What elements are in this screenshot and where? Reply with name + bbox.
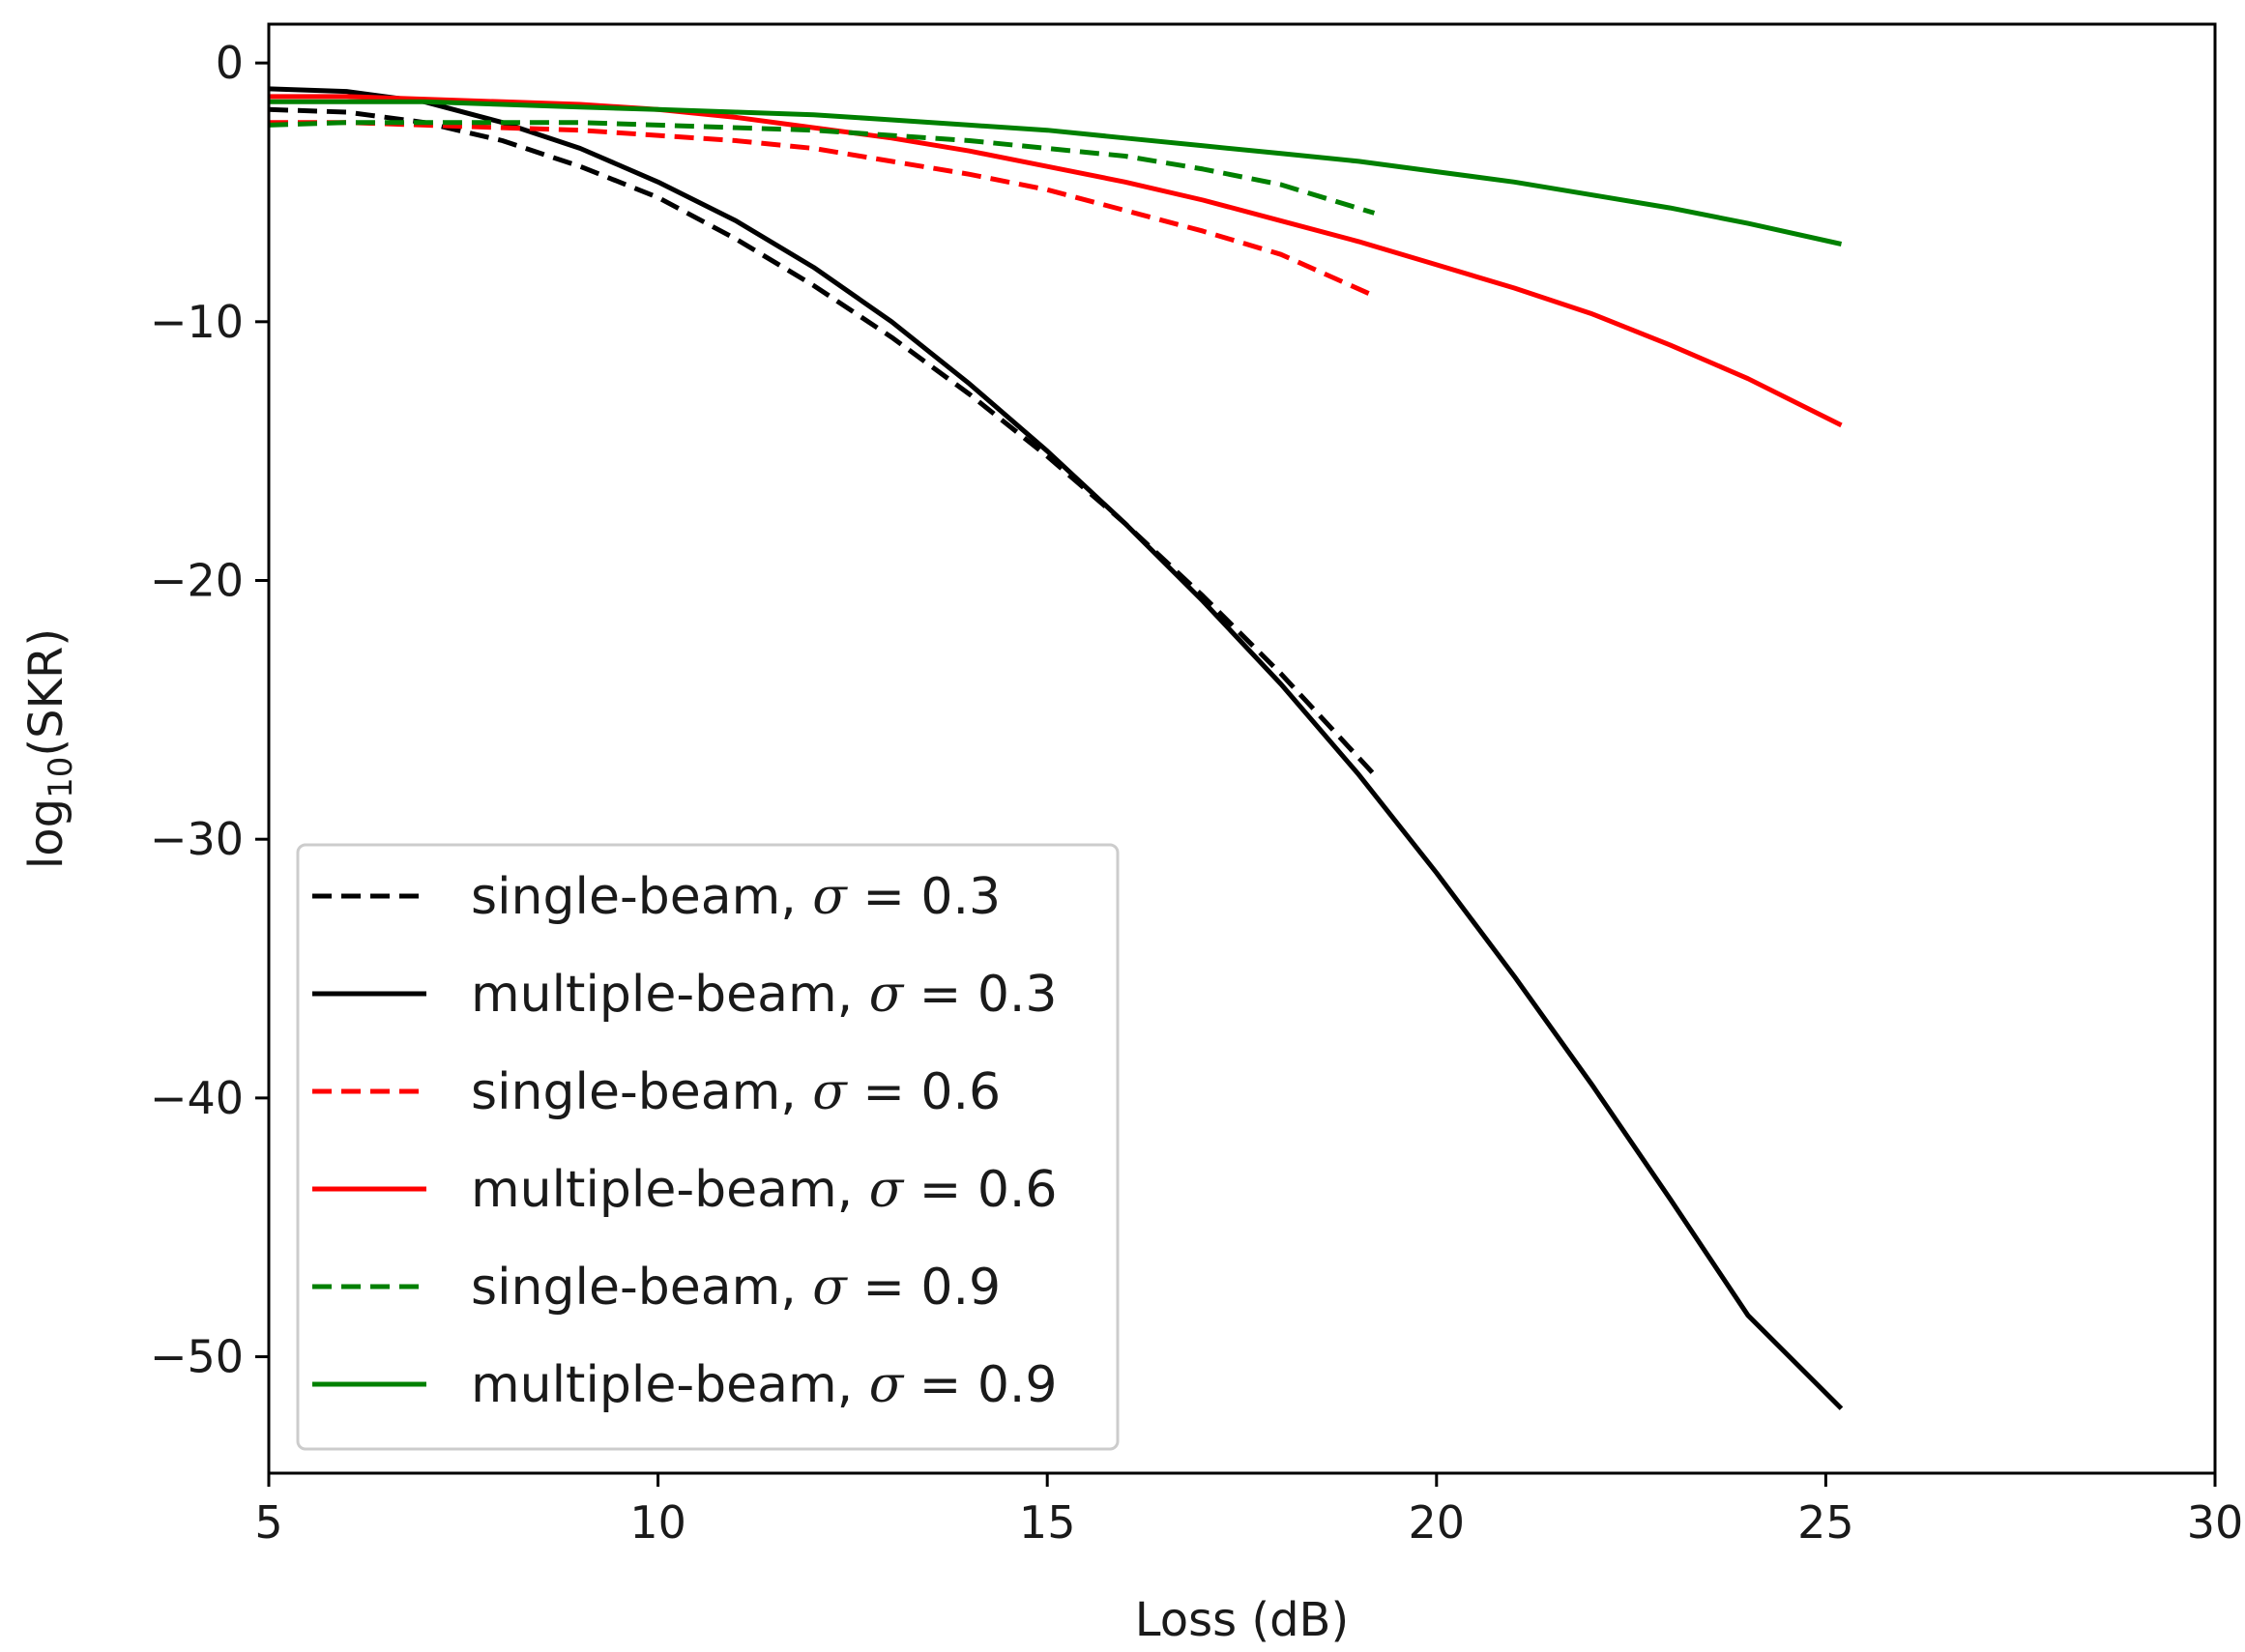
legend: single-beam, σ = 0.3 multiple-beam, σ = 0… — [296, 843, 1120, 1451]
y-tick-label: −20 — [150, 555, 244, 607]
series-line-1 — [268, 106, 1377, 776]
y-tick-label: −10 — [150, 296, 244, 348]
series-layer — [268, 86, 1844, 1410]
legend-items: single-beam, σ = 0.3 multiple-beam, σ = 0… — [312, 868, 1058, 1414]
y-tick-label: −40 — [150, 1072, 244, 1124]
legend-label-5: single-beam, σ = 0.9 — [471, 1259, 1001, 1317]
x-tick-label: 20 — [1409, 1496, 1466, 1549]
x-tick-label: 25 — [1797, 1496, 1854, 1549]
ticks-layer: 5 10 15 20 25 30 0 −10 −20 −30 −40 −50 — [150, 37, 2243, 1549]
y-axis-label-rest: (SKR) — [19, 628, 73, 757]
x-tick-label: 5 — [254, 1496, 282, 1549]
x-axis-label: Loss (dB) — [1135, 1593, 1349, 1647]
legend-label-2: multiple-beam, σ = 0.3 — [471, 966, 1058, 1024]
y-axis-label-sub: 10 — [42, 757, 80, 798]
series-line-3 — [269, 120, 1376, 299]
legend-label-3: single-beam, σ = 0.6 — [471, 1063, 1001, 1121]
x-tick-label: 30 — [2187, 1496, 2244, 1549]
y-axis-label: log10(SKR) — [19, 628, 80, 869]
y-tick-label: 0 — [216, 37, 244, 89]
series-line-4 — [269, 94, 1843, 428]
x-tick-label: 10 — [629, 1496, 686, 1549]
series-line-5 — [268, 120, 1376, 216]
y-tick-label: −50 — [150, 1331, 244, 1383]
legend-box — [296, 843, 1120, 1451]
y-tick-label: −30 — [150, 813, 244, 865]
series-line-2 — [268, 86, 1844, 1410]
x-tick-label: 15 — [1019, 1496, 1076, 1549]
legend-label-6: multiple-beam, σ = 0.9 — [471, 1356, 1058, 1414]
series-line-6 — [269, 99, 1843, 246]
legend-label-4: multiple-beam, σ = 0.6 — [471, 1161, 1058, 1219]
plot-frame — [267, 22, 2217, 1475]
legend-label-1: single-beam, σ = 0.3 — [471, 868, 1001, 926]
y-axis-label-base: log — [19, 798, 73, 869]
